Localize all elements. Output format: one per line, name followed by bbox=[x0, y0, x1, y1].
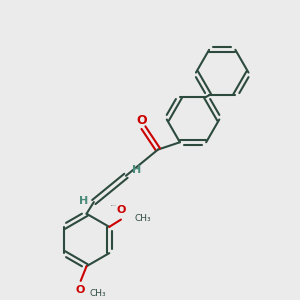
Text: CH₃: CH₃ bbox=[134, 214, 151, 223]
Text: O: O bbox=[137, 114, 147, 127]
Text: methoxy: methoxy bbox=[110, 205, 117, 206]
Text: O: O bbox=[75, 285, 85, 295]
Text: CH₃: CH₃ bbox=[89, 290, 106, 298]
Text: H: H bbox=[131, 165, 141, 175]
Text: H: H bbox=[79, 196, 88, 206]
Text: O: O bbox=[117, 205, 126, 215]
